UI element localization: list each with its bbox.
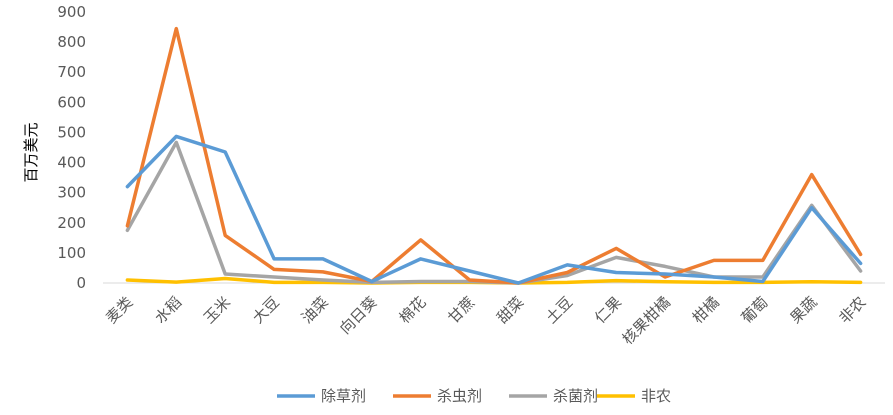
x-tick-label: 非农	[835, 293, 869, 327]
y-tick-label: 200	[57, 214, 86, 232]
y-tick-label: 700	[57, 63, 86, 81]
x-tick-label: 葡萄	[738, 293, 772, 327]
y-tick-label: 900	[57, 3, 86, 21]
y-axis-label: 百万美元	[22, 122, 40, 182]
legend-label: 杀菌剂	[553, 387, 598, 405]
x-tick-label: 玉米	[200, 293, 234, 327]
series-lines	[125, 26, 863, 285]
legend-label: 杀虫剂	[437, 387, 482, 405]
y-tick-label: 300	[57, 184, 86, 202]
legend: 除草剂 杀虫剂 杀菌剂 非农	[277, 387, 671, 405]
y-tick-label: 800	[57, 33, 86, 51]
x-tick-label: 仁果	[591, 293, 625, 327]
x-tick-label: 甜菜	[493, 293, 527, 327]
x-tick-label: 土豆	[542, 293, 576, 327]
x-tick-label: 核果柑橘	[619, 293, 674, 348]
x-tick-label: 柑橘	[689, 293, 723, 327]
y-axis-ticks: 0 100 200 300 400 500 600 700 800 900	[57, 3, 86, 292]
legend-label: 除草剂	[321, 387, 366, 405]
series-line	[125, 134, 863, 285]
x-tick-label: 油菜	[298, 293, 332, 327]
y-tick-label: 0	[76, 274, 86, 292]
x-tick-label: 棉花	[396, 293, 430, 327]
y-tick-label: 100	[57, 244, 86, 262]
x-tick-label: 大豆	[249, 293, 283, 327]
x-tick-label: 水稻	[151, 293, 185, 327]
y-tick-label: 600	[57, 93, 86, 111]
y-tick-label: 400	[57, 154, 86, 172]
x-tick-label: 向日葵	[336, 293, 381, 338]
legend-label: 非农	[641, 387, 671, 405]
x-tick-label: 甘蔗	[444, 293, 478, 327]
series-line	[125, 26, 863, 285]
x-tick-label: 果蔬	[787, 293, 821, 327]
y-tick-label: 500	[57, 123, 86, 141]
x-tick-label: 麦类	[102, 293, 136, 327]
